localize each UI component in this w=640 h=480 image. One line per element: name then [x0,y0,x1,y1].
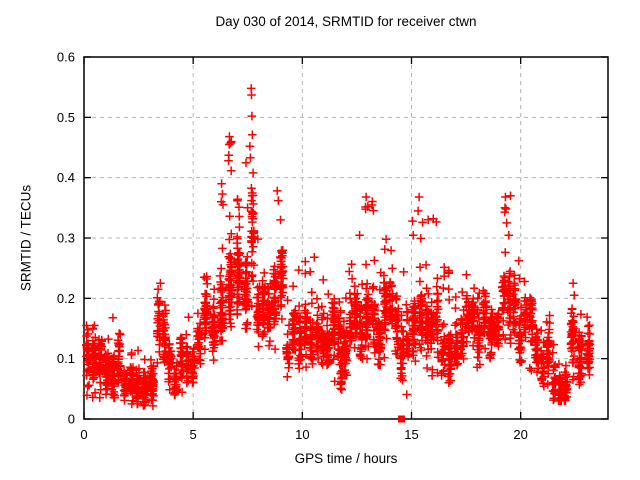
scatter-points [81,84,595,411]
x-tick-label: 15 [404,427,418,442]
y-tick-label: 0.6 [57,50,75,65]
plot-title: Day 030 of 2014, SRMTID for receiver ctw… [215,14,477,29]
y-tick-label: 0.5 [57,110,75,125]
y-tick-label: 0.3 [57,231,75,246]
tick-labels: 0 5 10 15 20 0 0.1 0.2 0.3 0.4 0.5 0.6 [57,50,528,443]
x-tick-label: 20 [513,427,527,442]
axis-ticks [83,56,608,420]
y-tick-label: 0.2 [57,291,75,306]
x-tick-label: 0 [80,427,87,442]
x-tick-label: 10 [295,427,309,442]
y-tick-label: 0.4 [57,170,75,185]
special-square-point [397,415,405,423]
x-tick-label: 5 [190,427,197,442]
y-tick-label: 0.1 [57,351,75,366]
x-axis-label: GPS time / hours [294,451,398,466]
y-tick-label: 0 [68,412,75,427]
